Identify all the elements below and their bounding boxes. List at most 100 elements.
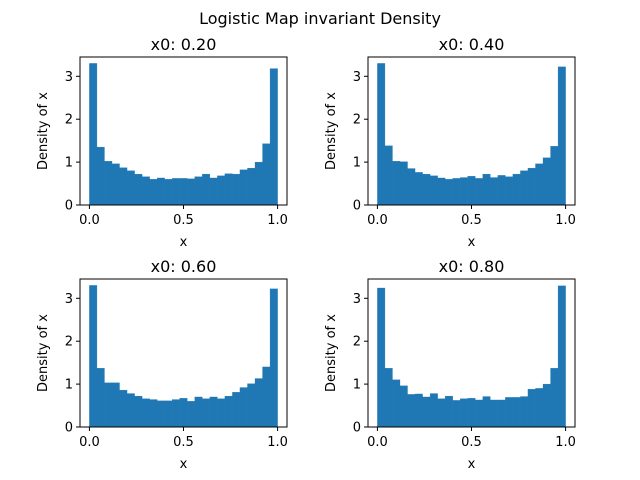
x-tick-label: 0.0 [367,213,388,228]
histogram-bar [254,161,263,206]
histogram-bar [422,173,431,206]
histogram-bar [89,285,98,428]
histogram-bar [239,169,248,206]
histogram-bar [542,383,551,428]
histogram-bar [164,400,173,428]
histogram-bar [111,163,120,206]
histogram-bar [535,163,544,206]
histogram-bar [520,396,529,428]
x-tick-label: 0.0 [79,213,100,228]
histogram-bar [497,399,506,428]
histogram-bar [149,399,158,428]
histogram-bar [482,173,491,206]
histogram-bar [377,63,386,206]
histogram-bar [134,395,143,428]
histogram-bar [194,396,203,428]
histogram-bar [224,173,233,206]
histogram-bar [209,177,218,206]
y-tick-label: 3 [353,292,361,307]
y-tick-label: 2 [65,335,73,350]
histogram-bar [557,285,566,428]
x-tick-label: 0.0 [79,435,100,450]
y-tick-label: 3 [65,70,73,85]
histogram-bar [407,394,416,428]
histogram-bar [460,398,468,428]
histogram-bar [262,366,271,428]
histogram-bar [89,63,98,206]
histogram-bar [437,398,446,428]
histogram-bar [482,396,491,428]
histogram-bar [377,287,386,428]
histogram-bar [542,157,551,206]
histogram-bar [384,368,393,428]
histogram-bar [247,383,256,428]
y-tick-label: 3 [353,70,361,85]
histogram-bar [156,400,165,428]
histogram-bar [269,68,278,206]
histogram-bar [187,401,195,428]
x-tick-label: 1.0 [555,435,576,450]
histogram-bar [134,173,143,206]
histogram-bar [269,288,278,428]
histogram-bar [512,173,521,206]
subplot-4: 0.0 0.5 1.0 0 1 2 3 x0: 0.80 x Density of x [324,257,576,472]
histogram-bar [172,399,180,428]
histogram-bar [467,398,476,428]
x-axis-label: x [180,235,188,250]
histogram-bar [444,395,453,428]
histogram-bar [247,167,256,206]
y-axis-label: Density of x [36,314,51,392]
subplot-3: 0.0 0.5 1.0 0 1 2 3 x0: 0.60 x Density of x [36,257,288,472]
histogram-bar [392,379,401,428]
histogram-bar [452,400,461,428]
histogram-bar [96,368,105,428]
histogram-bar [164,179,173,206]
x-axis-label: x [468,235,476,250]
x-tick-label: 1.0 [555,213,576,228]
histogram-bar [460,177,468,206]
histogram-bar [414,172,423,206]
histogram-bar [452,178,461,206]
histogram-bar [520,170,529,206]
histogram-bar [119,389,128,428]
subplot-2: 0.0 0.5 1.0 0 1 2 3 x0: 0.40 x Density of x [324,35,576,250]
histogram-bar [239,387,248,428]
y-tick-label: 1 [65,156,73,171]
x-tick-label: 0.5 [461,213,482,228]
histogram-bar [535,388,544,428]
histogram-bar [407,168,416,206]
x-axis-label: x [180,457,188,472]
histogram-bar [224,395,233,428]
histogram-bar [96,146,105,206]
x-tick-label: 1.0 [267,213,288,228]
histogram-bar [232,392,241,428]
y-tick-label: 2 [65,113,73,128]
y-tick-label: 2 [353,113,361,128]
y-tick-label: 1 [65,378,73,393]
x-tick-label: 0.5 [173,435,194,450]
histogram-bar [467,176,476,206]
histogram-bar [550,368,559,428]
subplot-title: x0: 0.40 [439,35,505,54]
histogram-bar [422,396,431,428]
histogram-bar [497,175,506,206]
histogram-bar [475,178,483,206]
x-axis-label: x [468,457,476,472]
histogram-bar [141,176,150,206]
histogram-bar [141,398,150,428]
histogram-bar [202,173,211,206]
histogram-bar [505,176,514,206]
histogram-bar [437,177,446,206]
histogram-bar [557,66,566,206]
y-tick-label: 3 [65,292,73,307]
y-tick-label: 0 [65,199,73,214]
histogram-bar [111,382,120,428]
histogram-bar [126,170,135,206]
y-tick-label: 2 [353,335,361,350]
histogram-bar [527,389,536,428]
histogram-bar [217,175,226,206]
histogram-bar [179,178,188,206]
subplot-title: x0: 0.60 [151,257,217,276]
histogram-bar [414,393,423,428]
